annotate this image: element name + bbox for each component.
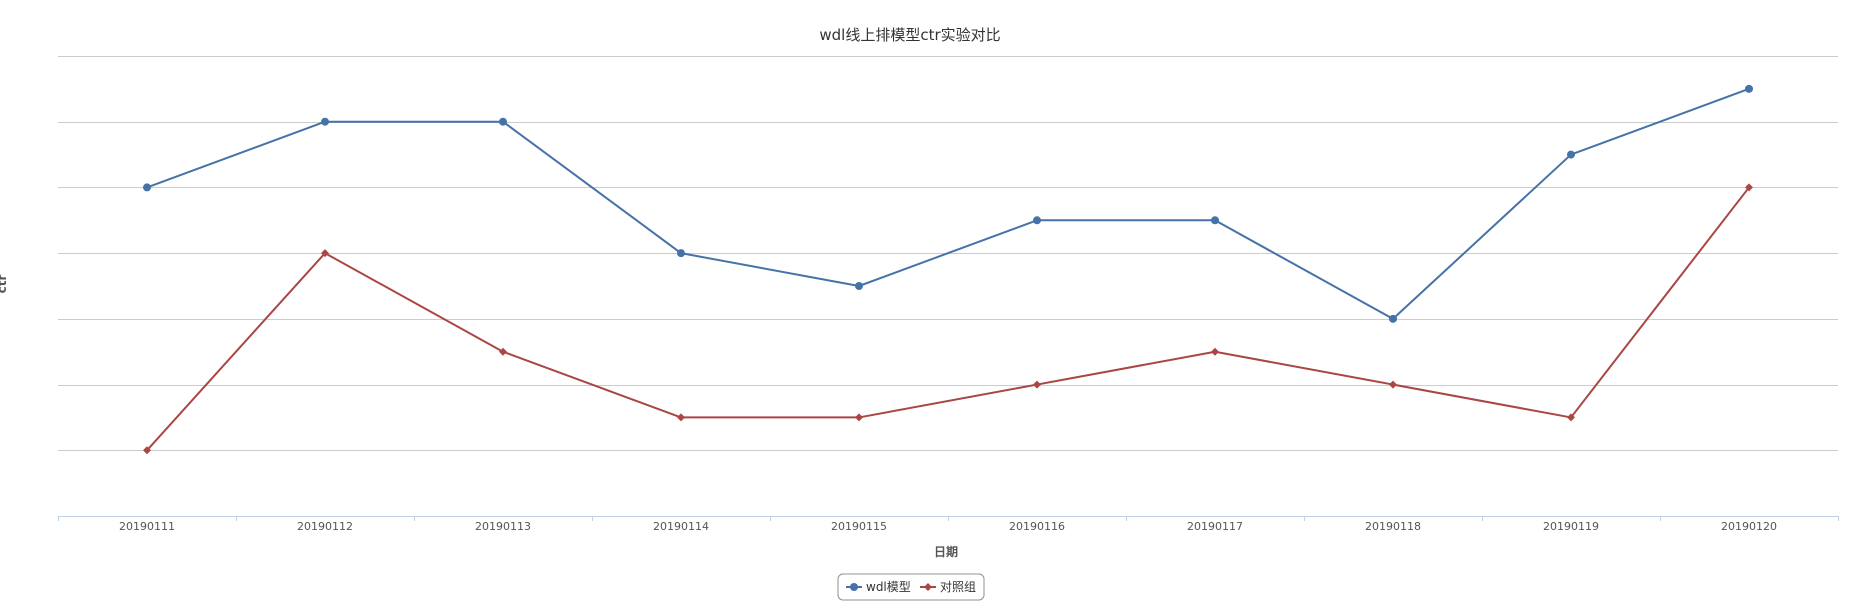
data-point[interactable] — [1211, 347, 1219, 356]
x-axis-title: 日期 — [934, 544, 958, 559]
legend-marker[interactable] — [850, 583, 858, 591]
data-point[interactable] — [855, 282, 863, 290]
x-tick-label: 20190111 — [119, 520, 175, 533]
data-point[interactable] — [1389, 380, 1397, 389]
x-tick-label: 20190114 — [653, 520, 709, 533]
chart-title: wdl线上排模型ctr实验对比 — [819, 26, 1000, 44]
data-point[interactable] — [1745, 183, 1753, 192]
data-point[interactable] — [321, 117, 329, 126]
x-tick-label: 20190118 — [1365, 520, 1421, 533]
data-point[interactable] — [1567, 150, 1575, 159]
x-tick-label: 20190115 — [831, 520, 887, 533]
series-2 — [143, 183, 1753, 455]
x-tick-label: 20190112 — [297, 520, 353, 533]
x-axis: 20190111 20190112 20190113 20190114 20190115… — [58, 516, 1839, 533]
x-tick-label: 20190120 — [1721, 520, 1777, 533]
data-point[interactable] — [321, 249, 329, 258]
data-point[interactable] — [1033, 380, 1041, 389]
legend-item-2[interactable]: 对照组 — [920, 580, 976, 594]
data-point[interactable] — [499, 347, 507, 356]
x-tick-label: 20190119 — [1543, 520, 1599, 533]
data-point[interactable] — [1033, 216, 1041, 225]
legend-marker[interactable] — [924, 583, 932, 591]
data-point[interactable] — [855, 413, 863, 422]
data-point[interactable] — [1745, 84, 1753, 93]
legend-label: wdl模型 — [866, 580, 911, 594]
legend-item-1[interactable]: wdl模型 — [846, 580, 911, 594]
data-point[interactable] — [677, 249, 685, 258]
data-point[interactable] — [499, 117, 507, 126]
data-point[interactable] — [1211, 216, 1219, 225]
x-tick-label: 20190117 — [1187, 520, 1243, 533]
x-tick-label: 20190116 — [1009, 520, 1065, 533]
data-point[interactable] — [143, 446, 151, 455]
series-1 — [143, 84, 1753, 323]
y-axis-title: ctr — [0, 275, 9, 294]
series-group — [143, 84, 1753, 455]
data-point[interactable] — [1567, 413, 1575, 422]
data-point[interactable] — [677, 413, 685, 422]
series-line[interactable] — [146, 87, 1750, 320]
legend[interactable]: wdl模型 对照组 — [837, 573, 985, 601]
data-point[interactable] — [143, 183, 151, 192]
legend-label: 对照组 — [940, 580, 976, 594]
data-point[interactable] — [1389, 314, 1397, 323]
legend-box — [837, 573, 985, 601]
x-tick-label: 20190113 — [475, 520, 531, 533]
series-line[interactable] — [146, 186, 1750, 451]
